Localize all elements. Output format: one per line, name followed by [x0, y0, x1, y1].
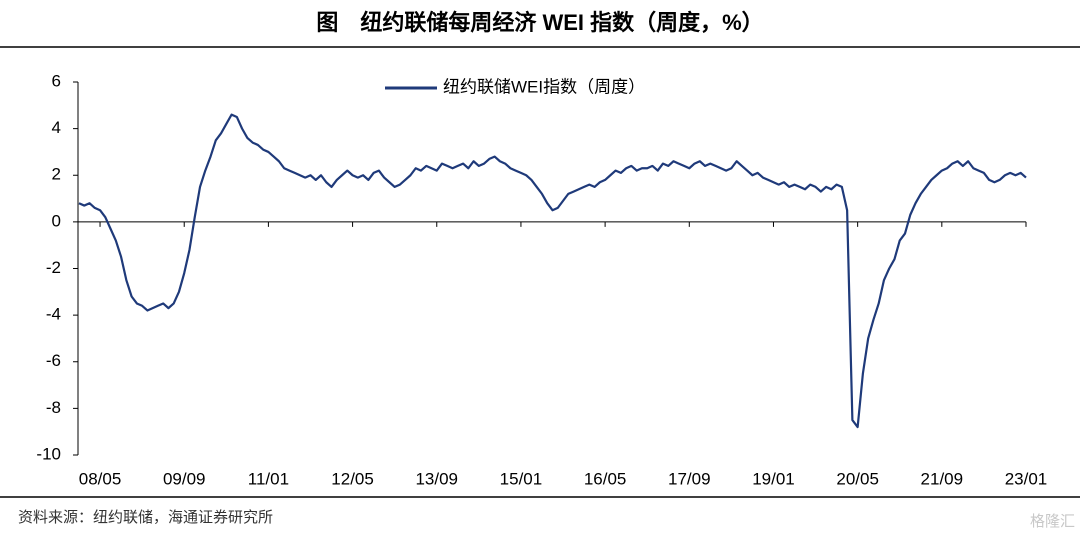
x-tick-label: 15/01 [500, 469, 543, 488]
y-tick-label: 2 [52, 165, 61, 184]
y-tick-label: -2 [46, 258, 61, 277]
x-tick-label: 12/05 [331, 469, 374, 488]
y-tick-label: 6 [52, 71, 61, 90]
series-line [78, 113, 1027, 429]
y-tick-label: -4 [46, 305, 61, 324]
x-tick-label: 08/05 [79, 469, 122, 488]
legend-label: 纽约联储WEI指数（周度） [443, 77, 645, 96]
chart-title: 图 纽约联储每周经济 WEI 指数（周度，%） [316, 10, 763, 35]
x-tick-label: 21/09 [921, 469, 964, 488]
watermark: 格隆汇 [1030, 513, 1075, 530]
x-tick-label: 19/01 [752, 469, 795, 488]
source: 资料来源：纽约联储，海通证券研究所 [18, 509, 273, 526]
x-tick-label: 11/01 [248, 469, 289, 488]
x-tick-label: 09/09 [163, 469, 206, 488]
y-tick-label: 0 [52, 211, 61, 230]
y-tick-label: -8 [46, 398, 61, 417]
x-tick-label: 17/09 [668, 469, 711, 488]
x-tick-label: 23/01 [1005, 469, 1048, 488]
x-tick-label: 13/09 [415, 469, 458, 488]
y-tick-label: -10 [36, 444, 61, 463]
x-tick-label: 20/05 [836, 469, 879, 488]
y-tick-label: 4 [52, 118, 61, 137]
y-tick-label: -6 [46, 351, 61, 370]
x-tick-label: 16/05 [584, 469, 627, 488]
